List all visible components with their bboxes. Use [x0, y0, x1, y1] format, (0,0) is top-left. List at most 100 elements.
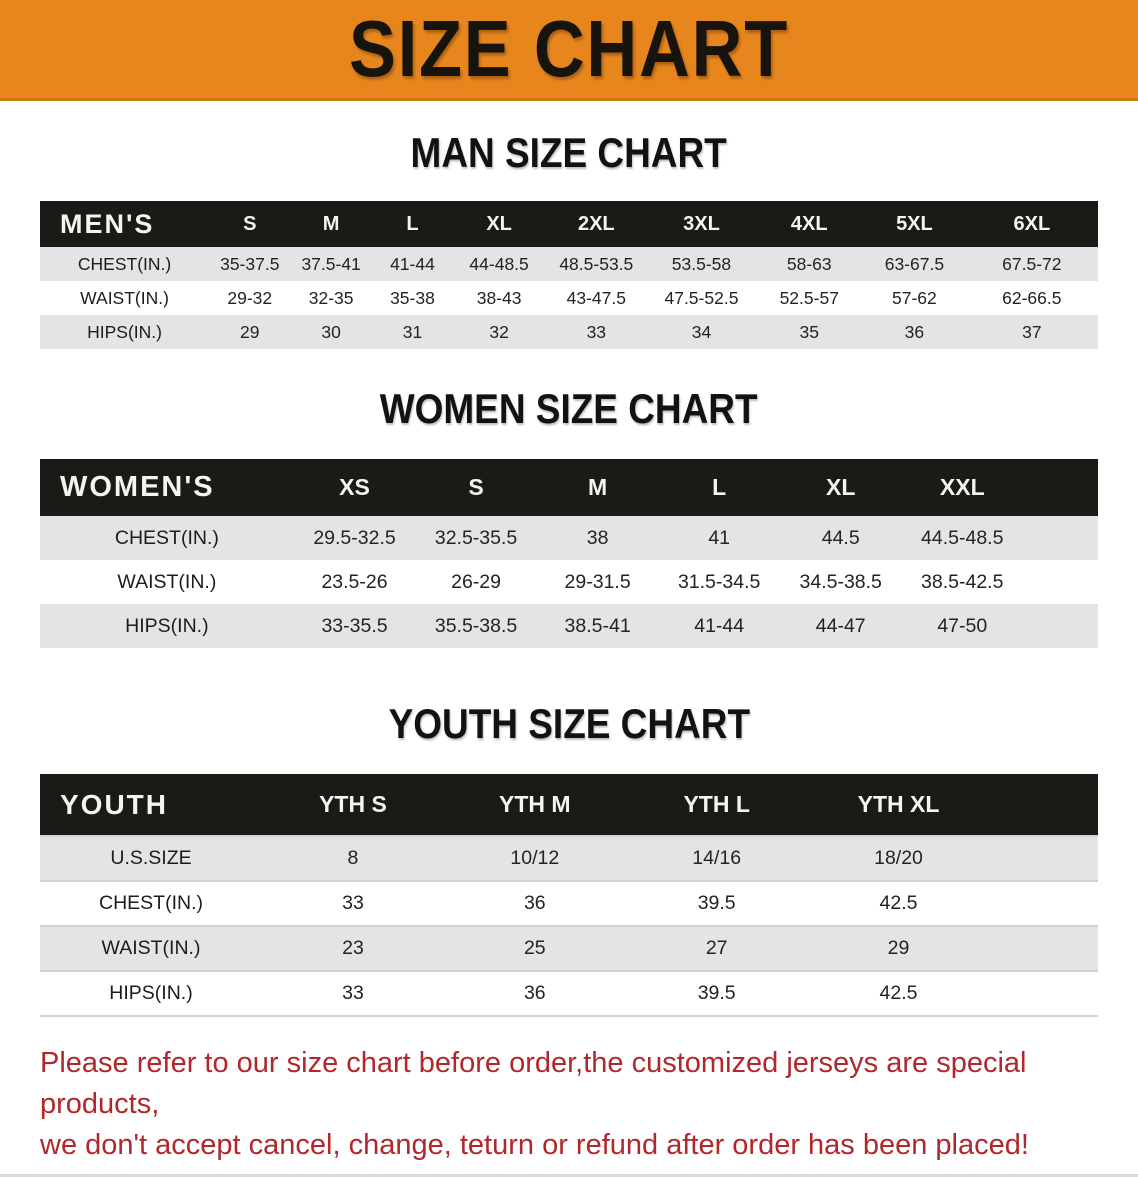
row-label: WAIST(IN.) [80, 287, 169, 308]
size-table-header-row: MEN'S S M L XL 2XL 3XL 4XL 5XL 6XL [40, 201, 1098, 247]
table-corner-label: YOUTH [40, 774, 263, 836]
row-filler-cell [989, 926, 1098, 971]
size-value-cell: 33-35.5 [321, 614, 388, 637]
size-value-cell: 37 [1022, 321, 1042, 342]
size-column-header: 3XL [647, 201, 756, 247]
row-label: U.S.SIZE [110, 847, 192, 869]
size-value-cell: 33 [586, 321, 607, 342]
size-column-header: YTH S [262, 774, 444, 836]
table-row: CHEST(IN.) 35-37.5 37.5-41 41-44 44-48.5 48.5… [40, 247, 1098, 281]
header-filler-cell [1023, 459, 1098, 516]
size-value-cell: 42.5 [879, 892, 918, 914]
size-value-cell: 36 [904, 321, 925, 342]
row-filler-cell [989, 881, 1098, 926]
table-corner-label: MEN'S [40, 201, 210, 247]
size-column-header: M [536, 459, 659, 516]
size-value-cell: 32 [489, 321, 509, 342]
size-value-cell: 10/12 [510, 847, 560, 869]
size-value-cell: 42.5 [879, 982, 918, 1004]
table-row: WAIST(IN.) 23.5-26 26-29 29-31.5 31.5-34.5 34… [40, 560, 1098, 604]
size-value-cell: 31 [402, 321, 423, 342]
row-label: WAIST(IN.) [101, 937, 201, 959]
size-value-cell: 33 [342, 982, 364, 1004]
size-value-cell: 29.5-32.5 [313, 526, 396, 549]
disclaimer-line-1: Please refer to our size chart before or… [40, 1047, 1027, 1120]
size-column-header: YTH M [443, 774, 626, 836]
size-value-cell: 58-63 [786, 253, 832, 274]
size-value-cell: 39.5 [697, 892, 736, 914]
size-value-cell: 35 [799, 321, 819, 342]
size-value-cell: 41 [708, 526, 731, 549]
size-value-cell: 18/20 [874, 847, 923, 869]
size-value-cell: 23.5-26 [321, 570, 388, 593]
size-value-cell: 41-44 [390, 253, 435, 274]
table-row: HIPS(IN.) 33-35.5 35.5-38.5 38.5-41 41-44 44-… [40, 604, 1098, 648]
man-size-chart-heading: MAN SIZE CHART [0, 131, 1138, 175]
size-value-cell: 34.5-38.5 [799, 570, 882, 593]
row-label: HIPS(IN.) [109, 982, 193, 1004]
size-column-header: YTH XL [807, 774, 990, 836]
size-value-cell: 26-29 [451, 570, 501, 593]
size-value-cell: 32-35 [308, 287, 354, 308]
size-value-cell: 23 [342, 937, 364, 959]
size-column-header: L [371, 201, 454, 247]
size-value-cell: 52.5-57 [779, 287, 839, 308]
size-value-cell: 47-50 [937, 614, 988, 637]
size-value-cell: 29-32 [227, 287, 273, 308]
row-label: HIPS(IN.) [125, 614, 209, 637]
size-column-header: 6XL [965, 201, 1098, 247]
size-column-header: 4XL [755, 201, 864, 247]
row-filler-cell [989, 971, 1098, 1016]
size-value-cell: 35-38 [390, 287, 435, 308]
table-corner-label: WOMEN'S [40, 459, 294, 516]
youth-size-chart-section: YOUTH SIZE CHART YOUTH YTH S YTH M YTH L YTH… [0, 702, 1138, 1017]
man-size-chart-section: MAN SIZE CHART MEN'S S M L XL 2XL 3XL 4XL 5XL 6XL… [0, 131, 1138, 349]
man-size-chart-heading-text: MAN SIZE CHART [410, 129, 728, 176]
size-value-cell: 29-31.5 [564, 570, 631, 593]
table-row: WAIST(IN.) 23 25 27 29 [40, 926, 1098, 971]
banner: SIZE CHART [0, 0, 1138, 101]
size-column-header: XS [293, 459, 416, 516]
size-value-cell: 53.5-58 [671, 253, 732, 274]
size-value-cell: 38.5-42.5 [921, 570, 1004, 593]
size-value-cell: 44-48.5 [469, 253, 529, 274]
size-table-header-row: YOUTH YTH S YTH M YTH L YTH XL [40, 774, 1098, 836]
size-column-header: XXL [901, 459, 1024, 516]
size-table-header-row: WOMEN'S XS S M L XL XXL [40, 459, 1098, 516]
size-value-cell: 48.5-53.5 [559, 253, 634, 274]
size-value-cell: 27 [705, 937, 728, 959]
size-value-cell: 44.5-48.5 [921, 526, 1004, 549]
table-row: WAIST(IN.) 29-32 32-35 35-38 38-43 43-47.5 47.… [40, 281, 1098, 315]
banner-title: SIZE CHART [349, 4, 789, 93]
size-value-cell: 36 [523, 982, 546, 1004]
youth-size-chart-heading: YOUTH SIZE CHART [0, 702, 1138, 746]
women-size-chart-heading-text: WOMEN SIZE CHART [380, 385, 758, 432]
table-row: U.S.SIZE 8 10/12 14/16 18/20 [40, 836, 1098, 881]
size-value-cell: 38 [586, 526, 609, 549]
size-value-cell: 33 [342, 892, 364, 914]
size-value-cell: 35-37.5 [220, 253, 280, 274]
size-value-cell: 38.5-41 [564, 614, 631, 637]
size-value-cell: 38-43 [476, 287, 522, 308]
size-value-cell: 30 [321, 321, 341, 342]
size-column-header: S [415, 459, 537, 516]
size-value-cell: 36 [523, 892, 546, 914]
row-filler-cell [989, 836, 1098, 881]
women-size-chart-heading: WOMEN SIZE CHART [0, 387, 1138, 431]
table-row: HIPS(IN.) 33 36 39.5 42.5 [40, 971, 1098, 1016]
header-filler-cell [989, 774, 1098, 836]
size-value-cell: 25 [523, 937, 546, 959]
size-column-header: XL [779, 459, 902, 516]
size-value-cell: 44-47 [815, 614, 866, 637]
size-column-header: S [209, 201, 291, 247]
size-value-cell: 57-62 [892, 287, 937, 308]
size-value-cell: 29 [240, 321, 260, 342]
row-filler-cell [1023, 604, 1098, 648]
table-row: HIPS(IN.) 29 30 31 32 33 34 35 36 37 [40, 315, 1098, 349]
size-value-cell: 67.5-72 [1002, 253, 1062, 274]
row-filler-cell [1023, 516, 1098, 560]
size-value-cell: 47.5-52.5 [664, 287, 739, 308]
youth-size-chart-heading-text: YOUTH SIZE CHART [388, 700, 750, 747]
size-column-header: L [658, 459, 780, 516]
size-value-cell: 14/16 [692, 847, 742, 869]
